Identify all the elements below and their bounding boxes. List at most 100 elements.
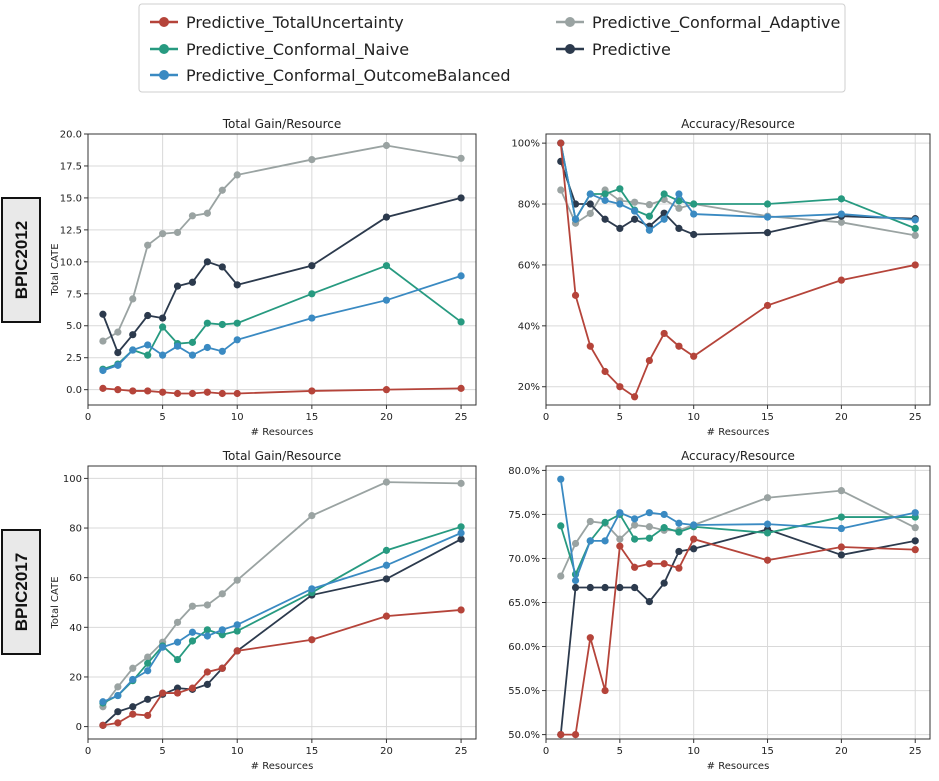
data-point <box>571 291 580 299</box>
data-point <box>457 529 465 537</box>
y-tick-label: 65.0% <box>508 598 540 609</box>
y-tick-label: 17.5 <box>60 161 82 172</box>
data-point <box>645 356 653 365</box>
legend-label: Predictive_Conformal_Naive <box>186 40 409 60</box>
data-point <box>173 638 182 646</box>
data-point <box>675 519 683 527</box>
data-point <box>586 209 594 218</box>
data-point <box>690 230 698 239</box>
data-point <box>660 190 668 198</box>
data-point <box>114 683 122 691</box>
data-point <box>601 367 609 376</box>
chart-title: Accuracy/Resource <box>681 117 795 131</box>
data-point <box>457 384 465 392</box>
plot-frame <box>87 465 477 740</box>
data-point <box>631 515 639 523</box>
data-point <box>457 272 465 280</box>
data-point <box>690 521 698 529</box>
data-point <box>218 664 226 672</box>
x-tick-label: 0 <box>85 746 91 757</box>
data-point <box>645 226 653 234</box>
data-point <box>129 346 137 354</box>
y-tick-label: 2.5 <box>66 353 82 364</box>
data-point <box>675 342 683 350</box>
x-tick-label: 10 <box>687 746 700 757</box>
data-point <box>763 556 772 564</box>
x-tick-label: 15 <box>761 746 774 757</box>
data-point <box>837 487 845 495</box>
data-point <box>382 546 391 554</box>
data-point <box>203 258 211 266</box>
data-point <box>660 524 668 532</box>
data-point <box>99 721 107 729</box>
data-point <box>601 583 609 592</box>
data-point <box>233 389 241 398</box>
y-tick-label: 60 <box>69 573 82 584</box>
data-point <box>675 528 683 536</box>
data-point <box>457 479 465 487</box>
series-predictive-conformal-outcomebalanced <box>557 475 919 585</box>
data-point <box>188 684 197 692</box>
chart-title: Accuracy/Resource <box>681 449 795 463</box>
y-tick-label: 5.0 <box>66 321 82 332</box>
data-point <box>763 200 772 208</box>
series-predictive-conformal-adaptive <box>99 478 465 711</box>
data-point <box>308 512 316 520</box>
data-point <box>601 686 609 695</box>
data-point <box>173 389 182 398</box>
data-point <box>308 387 316 395</box>
grid <box>87 133 476 405</box>
data-point <box>173 655 182 664</box>
data-point <box>911 524 919 532</box>
data-point <box>586 634 594 642</box>
data-point <box>601 518 609 526</box>
data-point <box>188 637 197 645</box>
legend-swatch-marker <box>565 17 575 27</box>
y-tick-label: 55.0% <box>508 686 540 697</box>
data-point <box>837 551 845 559</box>
row-label-bpic2017-box: BPIC2017 <box>1 529 41 655</box>
data-point <box>457 523 465 531</box>
data-point <box>308 290 316 298</box>
x-axis-label: # Resources <box>251 427 314 438</box>
x-tick-label: 20 <box>380 412 393 423</box>
data-point <box>763 229 772 237</box>
data-point <box>586 517 594 526</box>
data-point <box>911 509 919 517</box>
data-point <box>382 478 391 486</box>
data-point <box>99 337 107 345</box>
data-point <box>382 386 391 394</box>
data-point <box>690 545 698 553</box>
data-point <box>911 537 919 545</box>
series-predictive-conformal-adaptive <box>557 186 919 239</box>
chart-title: Total Gain/Resource <box>222 117 342 131</box>
y-tick-label: 15.0 <box>60 193 82 204</box>
data-point <box>557 572 565 580</box>
data-point <box>144 387 152 395</box>
chart-title: Total Gain/Resource <box>222 449 342 463</box>
data-point <box>218 186 226 194</box>
data-point <box>233 621 241 629</box>
data-point <box>203 388 211 396</box>
data-point <box>763 301 772 310</box>
series-predictive-totaluncertainty <box>99 606 465 729</box>
grid <box>545 134 930 405</box>
series-predictive-conformal-outcomebalanced <box>557 139 919 234</box>
x-tick-label: 25 <box>909 412 922 423</box>
legend-swatch-marker <box>159 70 169 80</box>
series-line <box>559 143 916 399</box>
x-tick-label: 5 <box>617 746 623 757</box>
data-point <box>218 263 226 271</box>
data-point <box>218 626 226 634</box>
data-point <box>188 628 197 636</box>
data-point <box>645 509 653 517</box>
data-point <box>159 643 167 651</box>
series-line <box>102 538 462 727</box>
data-point <box>218 389 226 398</box>
data-point <box>129 703 137 711</box>
data-point <box>159 323 167 331</box>
data-point <box>616 383 624 391</box>
data-point <box>173 282 182 290</box>
x-tick-label: 0 <box>543 412 549 423</box>
series-predictive-totaluncertainty <box>99 384 465 398</box>
